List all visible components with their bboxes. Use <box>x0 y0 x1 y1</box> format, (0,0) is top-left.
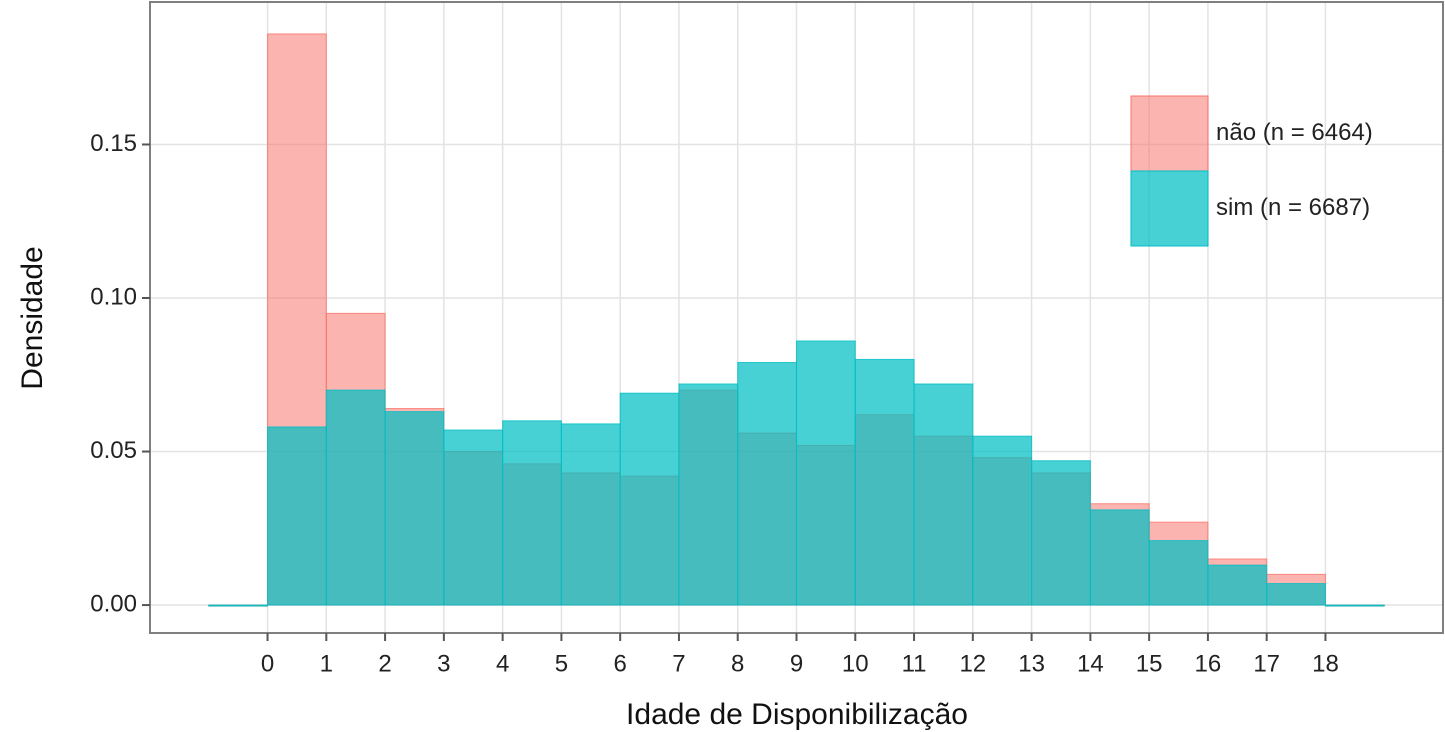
x-tick-label: 0 <box>261 650 274 677</box>
histogram-bar <box>1266 583 1326 606</box>
y-tick-label: 0.15 <box>90 130 137 157</box>
x-tick-label: 9 <box>790 650 803 677</box>
x-tick-label: 6 <box>614 650 627 677</box>
histogram-bar <box>1324 604 1385 607</box>
histogram-bar <box>1031 460 1091 606</box>
x-tick-label: 11 <box>902 650 927 677</box>
histogram-bar <box>325 389 386 606</box>
histogram-bar <box>737 361 798 606</box>
histogram-bar <box>1148 540 1209 606</box>
x-tick-label: 8 <box>731 650 744 677</box>
x-tick-label: 14 <box>1077 650 1104 677</box>
y-tick-label: 0.10 <box>90 283 137 310</box>
x-tick-label: 7 <box>672 650 685 677</box>
histogram-bar <box>913 383 974 606</box>
x-tick-label: 17 <box>1253 650 1280 677</box>
x-tick-label: 13 <box>1018 650 1045 677</box>
histogram-bar <box>1207 564 1268 606</box>
histogram-bar <box>502 420 562 606</box>
y-axis-title: Densidade <box>16 246 49 389</box>
histogram-bar <box>678 383 739 606</box>
histogram-bar <box>854 358 915 606</box>
x-tick-label: 12 <box>959 650 986 677</box>
histogram-bar <box>384 411 445 606</box>
histogram-bar <box>208 604 269 607</box>
x-tick-label: 5 <box>555 650 568 677</box>
y-tick-label: 0.00 <box>90 590 137 617</box>
x-tick-label: 4 <box>496 650 509 677</box>
x-tick-label: 2 <box>378 650 391 677</box>
x-tick-label: 3 <box>437 650 450 677</box>
histogram-bar <box>619 392 680 606</box>
legend-key <box>1130 170 1209 247</box>
histogram-bar <box>443 429 504 606</box>
histogram-bar <box>796 340 856 606</box>
x-tick-label: 16 <box>1195 650 1222 677</box>
x-tick-label: 15 <box>1136 650 1163 677</box>
legend-key <box>1130 95 1209 172</box>
histogram-bar <box>267 426 327 606</box>
legend-text: sim (n = 6687) <box>1216 194 1370 221</box>
histogram-bar <box>972 435 1033 606</box>
histogram-bar <box>1089 509 1150 606</box>
histogram-bar <box>560 423 621 606</box>
x-axis-title: Idade de Disponibilização <box>626 698 968 731</box>
x-tick-label: 1 <box>320 650 333 677</box>
y-tick-label: 0.05 <box>90 437 137 464</box>
x-tick-label: 18 <box>1312 650 1339 677</box>
x-tick-label: 10 <box>842 650 869 677</box>
legend-text: não (n = 6464) <box>1216 119 1373 146</box>
